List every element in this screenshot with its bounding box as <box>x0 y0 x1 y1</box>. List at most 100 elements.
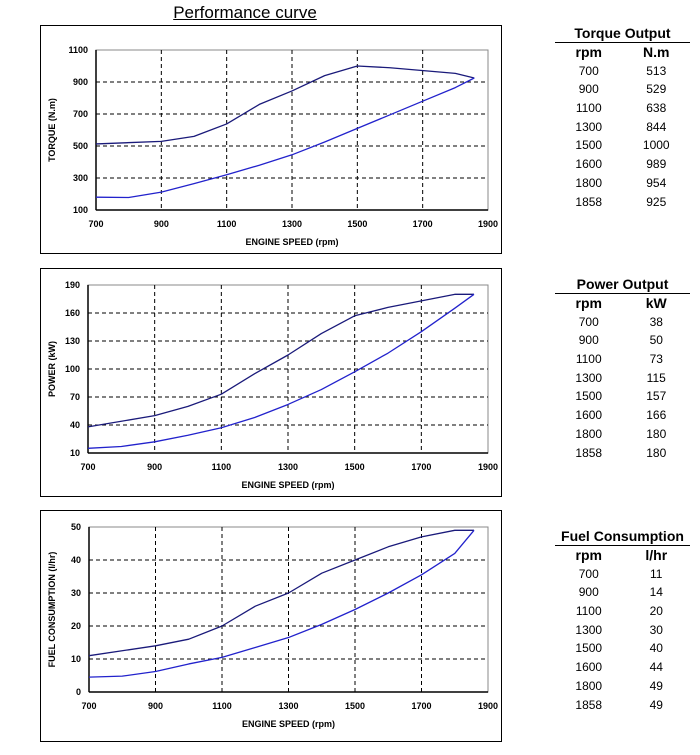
table-cell: rpm <box>575 44 602 60</box>
y-tick-label: 30 <box>71 588 81 598</box>
table-cell: 989 <box>646 157 667 172</box>
table-row: 1300 30 <box>555 621 690 640</box>
x-tick-label: 1900 <box>478 462 498 472</box>
table-cell: 180 <box>646 445 667 460</box>
table-header: rpm l/hr <box>555 546 690 565</box>
x-tick-label: 1100 <box>212 701 232 711</box>
y-tick-label: 20 <box>71 621 81 631</box>
x-axis-label: ENGINE SPEED (rpm) <box>242 719 335 729</box>
y-axis-label: POWER (kW) <box>47 341 57 397</box>
table-cell: 49 <box>649 697 663 712</box>
table-cell: 157 <box>646 389 667 404</box>
table-row: 700 38 <box>555 313 690 332</box>
y-tick-label: 10 <box>70 448 80 458</box>
table-cell: rpm <box>575 547 602 563</box>
torque-table: Torque Output rpm N.m 700 513 900 529 1100 638 13… <box>555 25 690 211</box>
table-cell: 900 <box>578 585 599 600</box>
table-row: 900 50 <box>555 331 690 350</box>
table-cell: 529 <box>646 82 667 97</box>
series-line-lower <box>87 293 475 449</box>
table-cell: 44 <box>649 660 663 675</box>
table-cell: N.m <box>643 44 670 60</box>
table-row: 1100 20 <box>555 602 690 621</box>
table-row: 1800 954 <box>555 174 690 193</box>
y-tick-label: 70 <box>70 392 80 402</box>
table-cell: 50 <box>649 333 663 348</box>
series-line-upper <box>88 529 475 657</box>
x-tick-label: 1100 <box>212 462 232 472</box>
table-cell: 14 <box>649 585 663 600</box>
x-tick-label: 1300 <box>278 462 298 472</box>
table-cell: 49 <box>649 678 663 693</box>
table-row: 1858 925 <box>555 193 690 212</box>
table-cell: 38 <box>649 314 663 329</box>
table-row: 1100 73 <box>555 350 690 369</box>
x-tick-label: 1700 <box>411 462 431 472</box>
table-row: 1600 989 <box>555 155 690 174</box>
table-cell: 1800 <box>575 678 603 693</box>
x-tick-label: 1500 <box>347 219 367 229</box>
table-cell: 1800 <box>575 426 603 441</box>
table-row: 1800 49 <box>555 677 690 696</box>
table-header: rpm kW <box>555 294 690 313</box>
y-tick-label: 1100 <box>68 45 88 55</box>
table-cell: 180 <box>646 426 667 441</box>
y-tick-label: 40 <box>71 555 81 565</box>
y-tick-label: 900 <box>73 77 88 87</box>
table-cell: 844 <box>646 119 667 134</box>
table-cell: 638 <box>646 101 667 116</box>
y-tick-label: 500 <box>73 141 88 151</box>
table-cell: 1600 <box>575 660 603 675</box>
table-cell: 1600 <box>575 157 603 172</box>
y-tick-label: 700 <box>73 109 88 119</box>
table-cell: 900 <box>578 333 599 348</box>
table-cell: 30 <box>649 622 663 637</box>
table-row: 1600 44 <box>555 658 690 677</box>
table-cell: 1000 <box>642 138 670 153</box>
table-cell: 700 <box>578 314 599 329</box>
page-title: Performance curve <box>173 3 317 22</box>
table-row: 900 14 <box>555 583 690 602</box>
x-tick-label: 1500 <box>345 701 365 711</box>
table-row: 700 513 <box>555 62 690 81</box>
y-tick-label: 50 <box>71 522 81 532</box>
table-cell: kW <box>645 295 667 311</box>
table-cell: 1858 <box>575 445 603 460</box>
table-cell: 73 <box>649 352 663 367</box>
table-cell: 900 <box>578 82 599 97</box>
x-axis-label: ENGINE SPEED (rpm) <box>241 480 334 490</box>
table-cell: 700 <box>578 63 599 78</box>
table-row: 1300 844 <box>555 118 690 137</box>
y-tick-label: 0 <box>76 687 81 697</box>
table-row: 1800 180 <box>555 425 690 444</box>
y-tick-label: 100 <box>73 205 88 215</box>
table-cell: 700 <box>578 566 599 581</box>
series-line-lower <box>95 77 475 199</box>
table-row: 1300 115 <box>555 369 690 388</box>
series-line-upper <box>87 293 474 428</box>
y-tick-label: 130 <box>65 336 80 346</box>
torque-chart: 700 900 1100 1300 1500 1700 1900 100 300 500 700 90… <box>40 25 502 254</box>
table-title: Torque Output <box>555 25 690 43</box>
table-cell: rpm <box>575 295 602 311</box>
table-row: 1500 157 <box>555 387 690 406</box>
fuel-table: Fuel Consumption rpm l/hr 700 11 900 14 1100 20 1… <box>555 528 690 714</box>
table-cell: 40 <box>649 641 663 656</box>
fuel-chart: 700 900 1100 1300 1500 1700 1900 0 10 20 30 40 50 ENG… <box>40 510 502 742</box>
y-axis-label: TORQUE (N.m) <box>47 98 57 162</box>
table-row: 1500 40 <box>555 639 690 658</box>
table-row: 1858 49 <box>555 696 690 715</box>
table-title: Fuel Consumption <box>555 528 690 546</box>
table-cell: 1300 <box>575 622 603 637</box>
table-title: Power Output <box>555 276 690 294</box>
table-row: 1500 1000 <box>555 136 690 155</box>
table-cell: 1500 <box>575 641 603 656</box>
table-row: 1858 180 <box>555 444 690 463</box>
x-tick-label: 1500 <box>345 462 365 472</box>
x-tick-label: 1700 <box>411 701 431 711</box>
y-axis-label: FUEL CONSUMPTION (l/hr) <box>47 552 57 668</box>
power-table: Power Output rpm kW 700 38 900 50 1100 73 1300 115… <box>555 276 690 462</box>
table-cell: 1100 <box>575 101 602 116</box>
table-cell: 1100 <box>575 604 602 619</box>
x-tick-label: 700 <box>81 701 96 711</box>
